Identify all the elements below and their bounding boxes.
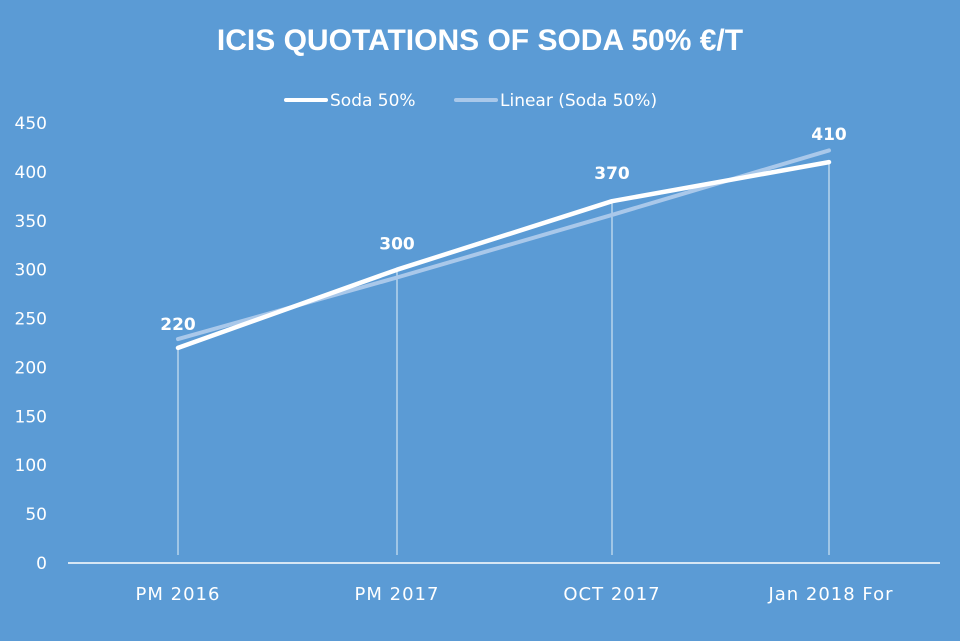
y-tick-label: 150 bbox=[15, 407, 47, 427]
legend: Soda 50% Linear (Soda 50%) bbox=[284, 91, 657, 111]
x-tick-label: PM 2016 bbox=[136, 584, 221, 605]
data-label: 410 bbox=[811, 125, 847, 145]
data-label: 300 bbox=[379, 235, 415, 255]
x-tick-label: Jan 2018 For bbox=[767, 584, 893, 605]
y-tick-label: 250 bbox=[15, 310, 47, 330]
y-axis: 0 50 100 150 200 250 300 350 400 450 bbox=[15, 114, 47, 574]
y-tick-label: 50 bbox=[25, 505, 47, 525]
y-tick-label: 200 bbox=[15, 358, 47, 378]
data-labels: 220 300 370 410 bbox=[160, 125, 847, 335]
series-group bbox=[175, 148, 832, 351]
y-tick-label: 0 bbox=[36, 554, 47, 574]
y-tick-label: 350 bbox=[15, 212, 47, 232]
data-label: 370 bbox=[594, 164, 630, 184]
y-tick-label: 400 bbox=[15, 163, 47, 183]
y-tick-label: 100 bbox=[15, 456, 47, 476]
data-label: 220 bbox=[160, 315, 196, 335]
drop-lines bbox=[177, 162, 830, 555]
series-line-soda bbox=[175, 159, 832, 351]
legend-label-linear: Linear (Soda 50%) bbox=[500, 91, 657, 111]
chart-title: ICIS QUOTATIONS OF SODA 50% €/T bbox=[217, 24, 743, 57]
x-tick-label: OCT 2017 bbox=[563, 584, 660, 605]
y-tick-label: 450 bbox=[15, 114, 47, 134]
legend-label-soda: Soda 50% bbox=[330, 91, 416, 111]
y-tick-label: 300 bbox=[15, 261, 47, 281]
x-axis: PM 2016 PM 2017 OCT 2017 Jan 2018 For bbox=[136, 584, 893, 605]
x-tick-label: PM 2017 bbox=[355, 584, 440, 605]
